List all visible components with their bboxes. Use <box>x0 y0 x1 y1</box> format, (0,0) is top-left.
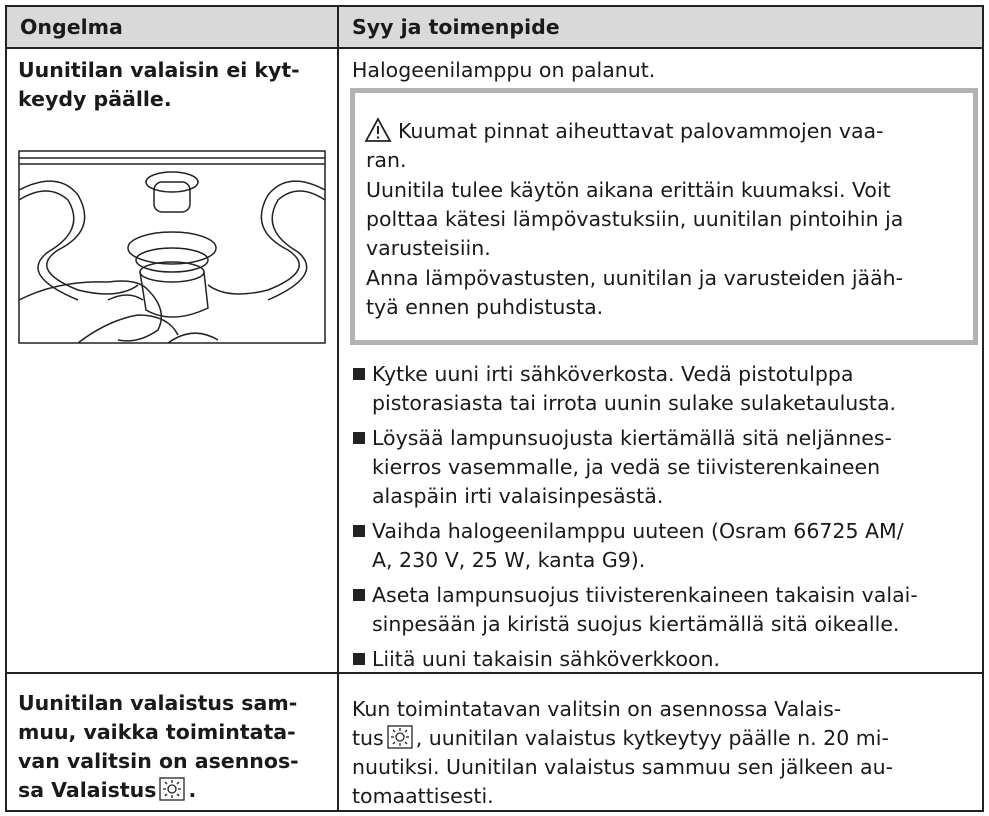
problem-text: Uunitilan valaisin ei kyt- <box>18 58 300 82</box>
warning-text: Uunitila tulee käytön aikana erittäin ku… <box>366 177 891 202</box>
warning-text: Kuumat pinnat aiheuttavat palovammojen v… <box>398 119 884 143</box>
warning-text: Anna lämpövastusten, uunitilan ja varust… <box>366 265 904 290</box>
text: sa Valaistus <box>18 778 157 802</box>
step-text: pistorasiasta tai irrota uunin sulake su… <box>372 391 897 415</box>
bullet <box>353 432 365 444</box>
problem-text: muu, vaikka toimintata- <box>18 720 296 744</box>
step-text: Aseta lampunsuojus tiivisterenkaineen ta… <box>372 583 918 607</box>
problem-text: keydy päälle. <box>18 87 172 111</box>
border <box>5 810 984 812</box>
cause-text: tomaattisesti. <box>352 784 494 808</box>
warning-box <box>350 88 978 345</box>
bullet <box>353 525 365 537</box>
header-cell: Syy ja toimenpide <box>352 15 560 39</box>
border <box>5 5 7 812</box>
bullet <box>353 368 365 380</box>
step-text: kierros vasemmalle, ja vedä se tiivister… <box>372 455 881 479</box>
step-text: Vaihda halogeenilamppu uuteen (Osram 667… <box>372 519 904 543</box>
step-text: A, 230 V, 25 W, kanta G9). <box>372 548 646 572</box>
step-text: Löysää lampunsuojusta kiertämällä sitä n… <box>372 426 892 450</box>
problem-text: Uunitilan valaistus sam- <box>18 691 298 715</box>
text: tus <box>352 726 384 750</box>
cause-text: tus , uunitilan valaistus kytkeytyy pääll… <box>352 724 889 752</box>
warning-text: polttaa kätesi lämpövastuksiin, uunitila… <box>366 206 904 231</box>
border <box>5 47 984 49</box>
warning-text: ran. <box>366 148 407 173</box>
step-text: Kytke uuni irti sähköverkosta. Vedä pist… <box>372 362 854 386</box>
border <box>337 5 339 812</box>
problem-text: sa Valaistus. <box>18 776 196 804</box>
border <box>5 5 984 7</box>
lamp-illustration <box>18 150 326 344</box>
cause-text: nuutiksi. Uunitilan valaistus sammuu sen… <box>352 755 893 779</box>
cause-text: Kun toimintatavan valitsin on asennossa … <box>352 697 842 721</box>
step-text: sinpesään ja kiristä suojus kiertämällä … <box>372 612 900 636</box>
cause-text: Halogeenilamppu on palanut. <box>352 58 656 82</box>
text: . <box>188 778 197 802</box>
problem-text: van valitsin on asennos- <box>18 749 299 773</box>
bullet <box>353 653 365 665</box>
step-text: Liitä uuni takaisin sähköverkkoon. <box>372 647 721 671</box>
step-text: alaspäin irti valaisinpesästä. <box>372 484 664 508</box>
light-icon <box>159 777 186 801</box>
warning-text: tyä ennen puhdistusta. <box>366 294 604 319</box>
border <box>5 672 984 674</box>
text: , uunitilan valaistus kytkeytyy päälle n… <box>415 726 889 750</box>
header-bg <box>5 5 984 48</box>
warning-text: varusteisiin. <box>366 236 491 261</box>
warning-icon <box>364 117 392 142</box>
light-icon <box>387 725 413 749</box>
border <box>982 5 984 812</box>
header-cell: Ongelma <box>20 15 123 39</box>
bullet <box>353 589 365 601</box>
